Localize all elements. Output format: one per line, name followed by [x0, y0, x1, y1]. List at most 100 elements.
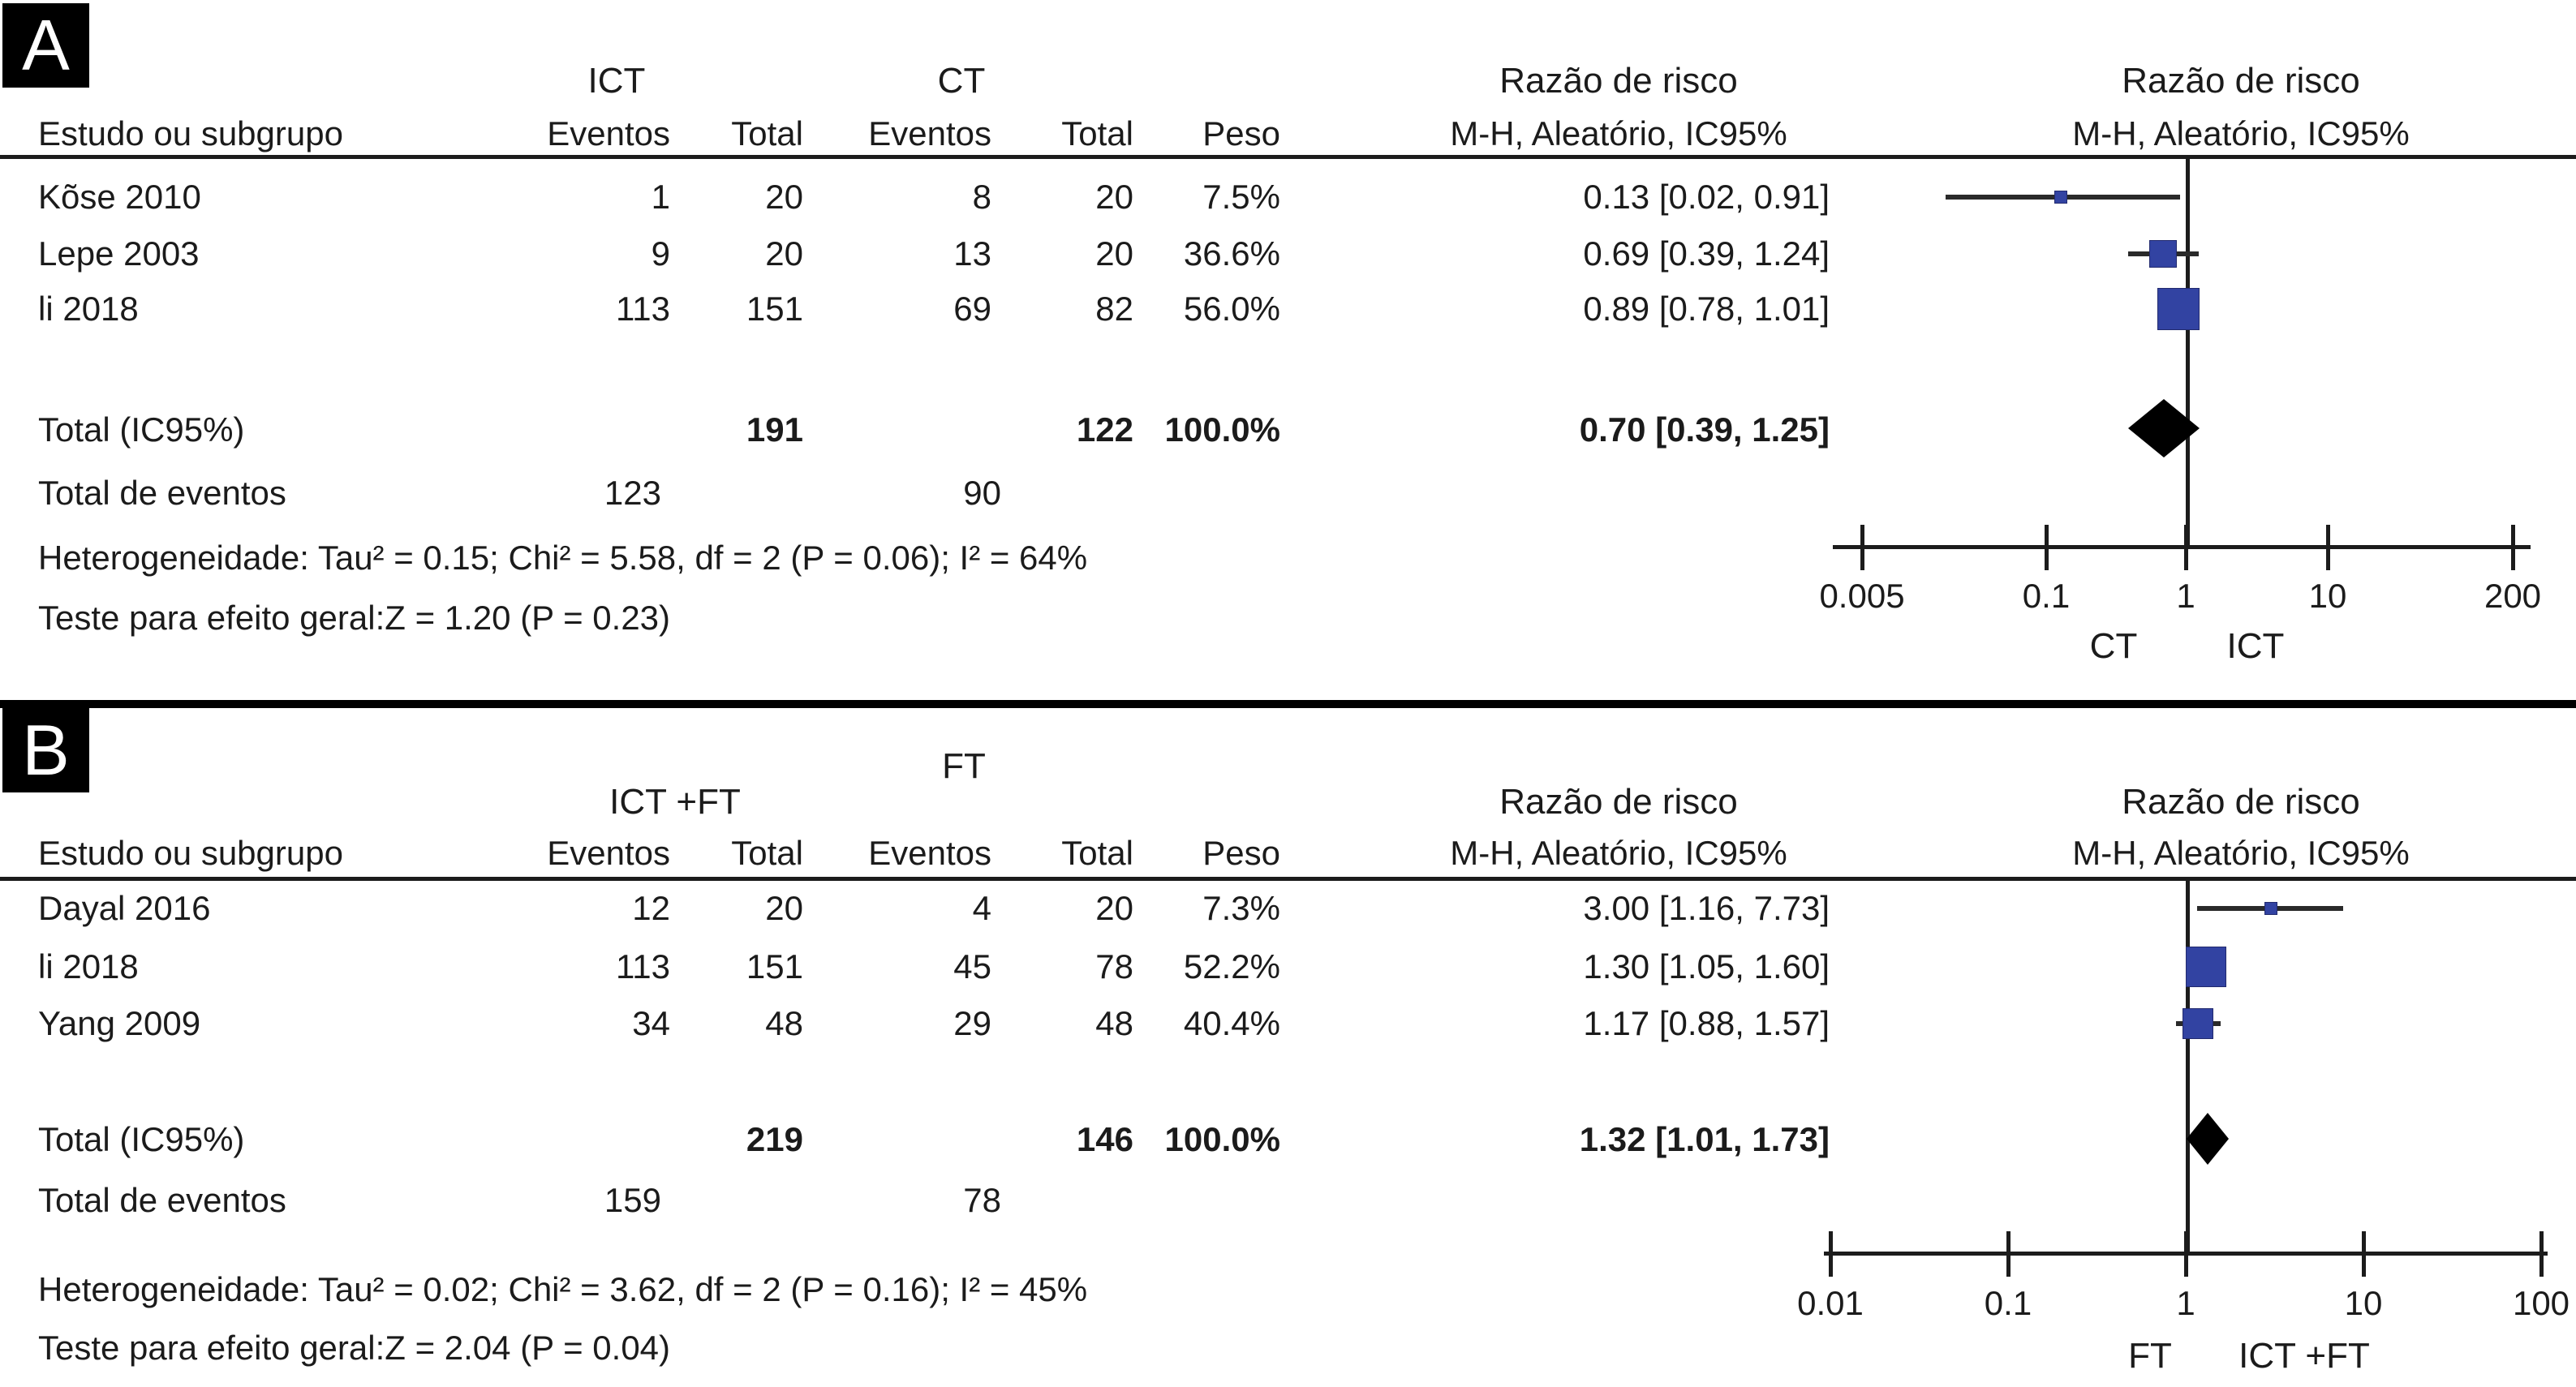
axis-tick [2006, 1231, 2010, 1277]
no-effect-line [2186, 159, 2190, 548]
panel-b-col-total1: Total [731, 834, 803, 872]
total2-sum: 146 [1076, 1120, 1133, 1158]
events2-value: 29 [953, 1004, 991, 1042]
weight-value: 40.4% [1183, 1004, 1280, 1042]
favours-right-label: ICT +FT [2238, 1336, 2370, 1376]
events2-sum: 90 [963, 474, 1001, 512]
panel-a-header-rule [0, 155, 2576, 159]
events1-sum: 123 [604, 474, 661, 512]
study-name: Lepe 2003 [38, 234, 200, 273]
study-square-marker [2183, 1008, 2213, 1039]
heterogeneity-text: Heterogeneidade: Tau² = 0.02; Chi² = 3.6… [38, 1270, 1088, 1308]
panel-separator-line [0, 700, 2576, 708]
events-total-label: Total de eventos [38, 474, 286, 512]
overall-effect-text: Teste para efeito geral:Z = 2.04 (P = 0.… [38, 1329, 671, 1367]
events-total-label: Total de eventos [38, 1181, 286, 1219]
panel-a-effect-subheader-text: M-H, Aleatório, IC95% [1450, 114, 1787, 152]
panel-b-group2-header: FT [942, 746, 986, 786]
ci-text: 3.00 [1.16, 7.73] [1583, 889, 1830, 927]
total-weight: 100.0% [1164, 410, 1280, 449]
panel-a-col-weight: Peso [1202, 114, 1280, 152]
axis-tick-label: 1 [2176, 1284, 2195, 1322]
total-weight: 100.0% [1164, 1120, 1280, 1158]
total2-value: 78 [1095, 947, 1133, 986]
weight-value: 7.5% [1202, 178, 1280, 216]
study-square-marker [2157, 288, 2200, 330]
study-name: Kõse 2010 [38, 178, 201, 216]
total1-value: 20 [765, 889, 803, 927]
axis-tick-label: 0.01 [1797, 1284, 1864, 1322]
axis-tick-label: 10 [2308, 577, 2347, 615]
panel-a-effect-subheader-plot: M-H, Aleatório, IC95% [2072, 114, 2410, 152]
axis-tick [2539, 1231, 2544, 1277]
events2-value: 8 [972, 178, 991, 216]
axis-tick [1860, 525, 1864, 570]
events1-sum: 159 [604, 1181, 661, 1219]
total1-value: 20 [765, 178, 803, 216]
axis-tick-label: 0.1 [2022, 577, 2071, 615]
total1-value: 20 [765, 234, 803, 273]
total-diamond-marker [2187, 1113, 2229, 1165]
panel-a-col-total2: Total [1061, 114, 1133, 152]
total-label: Total (IC95%) [38, 1120, 245, 1158]
panel-b-col-events1: Eventos [547, 834, 670, 872]
axis-tick [2045, 525, 2049, 570]
total1-sum: 191 [746, 410, 803, 449]
axis-tick-label: 0.005 [1819, 577, 1905, 615]
ci-text: 0.69 [0.39, 1.24] [1583, 234, 1830, 273]
events1-value: 113 [616, 290, 670, 328]
axis-tick-label: 10 [2344, 1284, 2383, 1322]
ci-text: 1.17 [0.88, 1.57] [1583, 1004, 1830, 1042]
axis-tick-label: 100 [2512, 1284, 2570, 1322]
total1-sum: 219 [746, 1120, 803, 1158]
total2-value: 20 [1095, 889, 1133, 927]
panel-b-effect-header-text: Razão de risco [1499, 782, 1738, 822]
no-effect-line [2186, 881, 2190, 1256]
axis-tick [1829, 1231, 1833, 1277]
events2-value: 69 [953, 290, 991, 328]
study-square-marker [2149, 240, 2177, 268]
ci-text: 0.89 [0.78, 1.01] [1583, 290, 1830, 328]
total1-value: 151 [746, 947, 803, 986]
study-square-marker [2264, 902, 2277, 915]
axis-tick-label: 1 [2176, 577, 2195, 615]
axis-tick [2511, 525, 2515, 570]
total2-value: 48 [1095, 1004, 1133, 1042]
study-name: Yang 2009 [38, 1004, 201, 1042]
x-axis-line [1833, 545, 2531, 549]
study-square-marker [2054, 191, 2067, 204]
events2-value: 4 [972, 889, 991, 927]
weight-value: 7.3% [1202, 889, 1280, 927]
panel-a-group2-header: CT [937, 61, 986, 101]
events2-sum: 78 [963, 1181, 1001, 1219]
panel-b-effect-header-plot: Razão de risco [2122, 782, 2360, 822]
panel-b-col-weight: Peso [1202, 834, 1280, 872]
panel-b-group1-header: ICT +FT [609, 782, 741, 822]
panel-b-col-study: Estudo ou subgrupo [38, 834, 343, 872]
total-ci: 0.70 [0.39, 1.25] [1579, 410, 1830, 449]
ci-text: 0.13 [0.02, 0.91] [1583, 178, 1830, 216]
panel-b-effect-subheader-plot: M-H, Aleatório, IC95% [2072, 834, 2410, 872]
total2-sum: 122 [1076, 410, 1133, 449]
favours-left-label: CT [2089, 626, 2138, 666]
total1-value: 48 [765, 1004, 803, 1042]
events1-value: 9 [651, 234, 670, 273]
study-name: li 2018 [38, 290, 139, 328]
total2-value: 20 [1095, 234, 1133, 273]
axis-tick [2326, 525, 2330, 570]
panel-a-effect-header-plot: Razão de risco [2122, 61, 2360, 101]
weight-value: 52.2% [1183, 947, 1280, 986]
axis-tick [2184, 1231, 2188, 1277]
study-name: li 2018 [38, 947, 139, 986]
ci-text: 1.30 [1.05, 1.60] [1583, 947, 1830, 986]
favours-right-label: ICT [2226, 626, 2285, 666]
total2-value: 20 [1095, 178, 1133, 216]
events1-value: 12 [632, 889, 670, 927]
study-square-marker [2186, 947, 2226, 987]
axis-tick [2184, 525, 2188, 570]
panel-a-label: A [2, 3, 89, 88]
axis-tick-label: 0.1 [1984, 1284, 2032, 1322]
panel-a-group1-header: ICT [587, 61, 646, 101]
total-ci: 1.32 [1.01, 1.73] [1579, 1120, 1830, 1158]
